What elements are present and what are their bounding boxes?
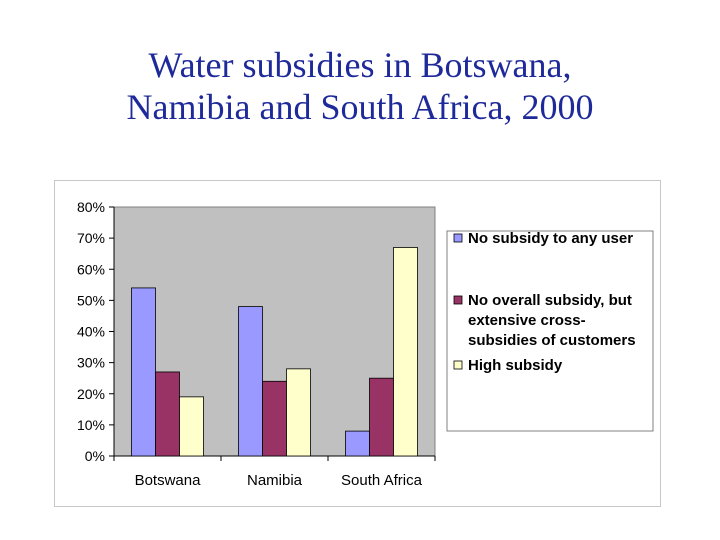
y-tick-label: 80% [77, 199, 105, 215]
slide-title-line-1: Water subsidies in Botswana, [148, 45, 572, 85]
y-tick-label: 40% [77, 324, 105, 340]
x-category-label: South Africa [341, 472, 423, 489]
bar-chart: 0% 10% 20% 30% 40% 50% 60% 70% 80% Botswana Namibi… [77, 199, 654, 489]
bar [286, 368, 311, 457]
bar [238, 306, 263, 457]
legend-label: High subsidy [468, 357, 563, 374]
legend-label: extensive cross- [468, 312, 586, 329]
legend-label: subsidies of customers [468, 332, 636, 349]
x-category-label: Namibia [247, 472, 303, 489]
bar [155, 371, 180, 457]
y-tick-label: 20% [77, 386, 105, 402]
legend-swatch [453, 360, 463, 370]
bar [369, 377, 394, 457]
y-tick-label: 0% [85, 448, 105, 464]
y-tick-label: 60% [77, 261, 105, 277]
bar [393, 247, 418, 457]
legend-swatch [453, 233, 463, 243]
legend-label: No overall subsidy, but [468, 292, 632, 309]
bar [131, 287, 156, 457]
bar [345, 430, 370, 457]
legend-label: No subsidy to any user [468, 230, 633, 247]
slide-title: Water subsidies in Botswana, Namibia and… [0, 44, 720, 128]
bar [262, 380, 287, 457]
bar [179, 396, 204, 457]
y-tick-label: 70% [77, 230, 105, 246]
legend-box [446, 230, 654, 432]
slide-title-line-2: Namibia and South Africa, 2000 [126, 87, 594, 127]
chart-frame: 0% 10% 20% 30% 40% 50% 60% 70% 80% Botswana Namibi… [54, 180, 661, 507]
y-tick-label: 10% [77, 417, 105, 433]
legend-swatch [453, 295, 463, 305]
y-tick-label: 30% [77, 355, 105, 371]
x-category-label: Botswana [135, 472, 202, 489]
y-tick-label: 50% [77, 292, 105, 308]
